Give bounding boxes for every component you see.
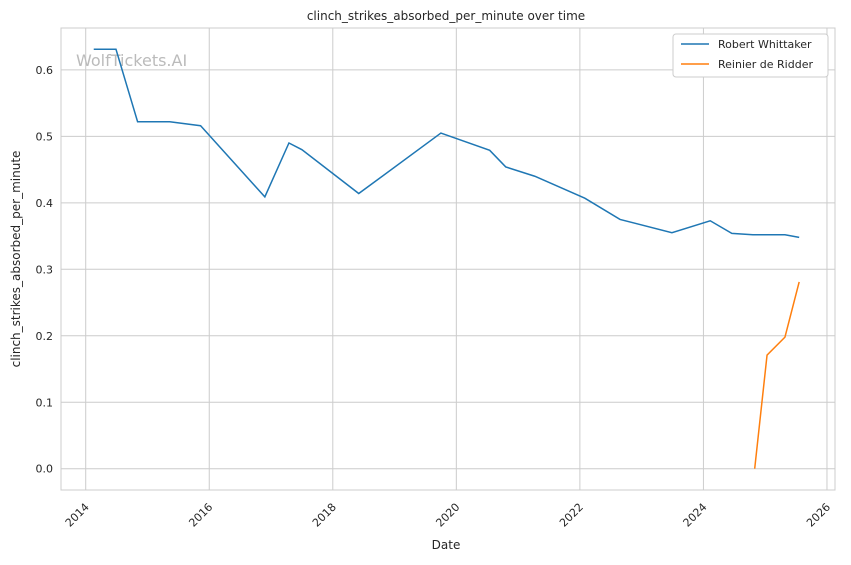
- y-axis-label: clinch_strikes_absorbed_per_minute: [9, 151, 23, 368]
- legend: Robert Whittaker Reinier de Ridder: [672, 33, 829, 78]
- series-line-robert-whittaker: [93, 48, 800, 239]
- y-tick-label: 0.2: [36, 330, 54, 343]
- y-tick-label: 0.0: [36, 463, 54, 476]
- x-ticks: 2014 2016 2018 2020 2022 2024 2026: [63, 501, 833, 530]
- plot-frame: [60, 27, 836, 491]
- legend-box: [672, 33, 829, 78]
- legend-label-reinier-de-ridder: Reinier de Ridder: [718, 58, 813, 71]
- x-tick-label: 2016: [186, 501, 215, 530]
- y-tick-label: 0.5: [36, 130, 54, 143]
- legend-label-robert-whittaker: Robert Whittaker: [718, 38, 812, 51]
- x-tick-label: 2018: [310, 501, 339, 530]
- y-tick-label: 0.3: [36, 263, 54, 276]
- y-tick-label: 0.6: [36, 64, 54, 77]
- y-tick-label: 0.4: [36, 197, 54, 210]
- y-tick-label: 0.1: [36, 396, 54, 409]
- chart-title: clinch_strikes_absorbed_per_minute over …: [307, 9, 585, 23]
- x-tick-label: 2020: [433, 501, 462, 530]
- x-tick-label: 2024: [681, 501, 710, 530]
- series-lines: [93, 48, 800, 469]
- grid: [61, 28, 835, 490]
- x-axis-label: Date: [432, 538, 461, 552]
- watermark: WolfTickets.AI: [76, 51, 187, 70]
- series-line-reinier-de-ridder: [753, 281, 800, 469]
- x-tick-label: 2014: [63, 501, 92, 530]
- x-tick-label: 2022: [557, 501, 586, 530]
- x-tick-label: 2026: [804, 501, 833, 530]
- y-ticks: 0.0 0.1 0.2 0.3 0.4 0.5 0.6: [36, 64, 54, 476]
